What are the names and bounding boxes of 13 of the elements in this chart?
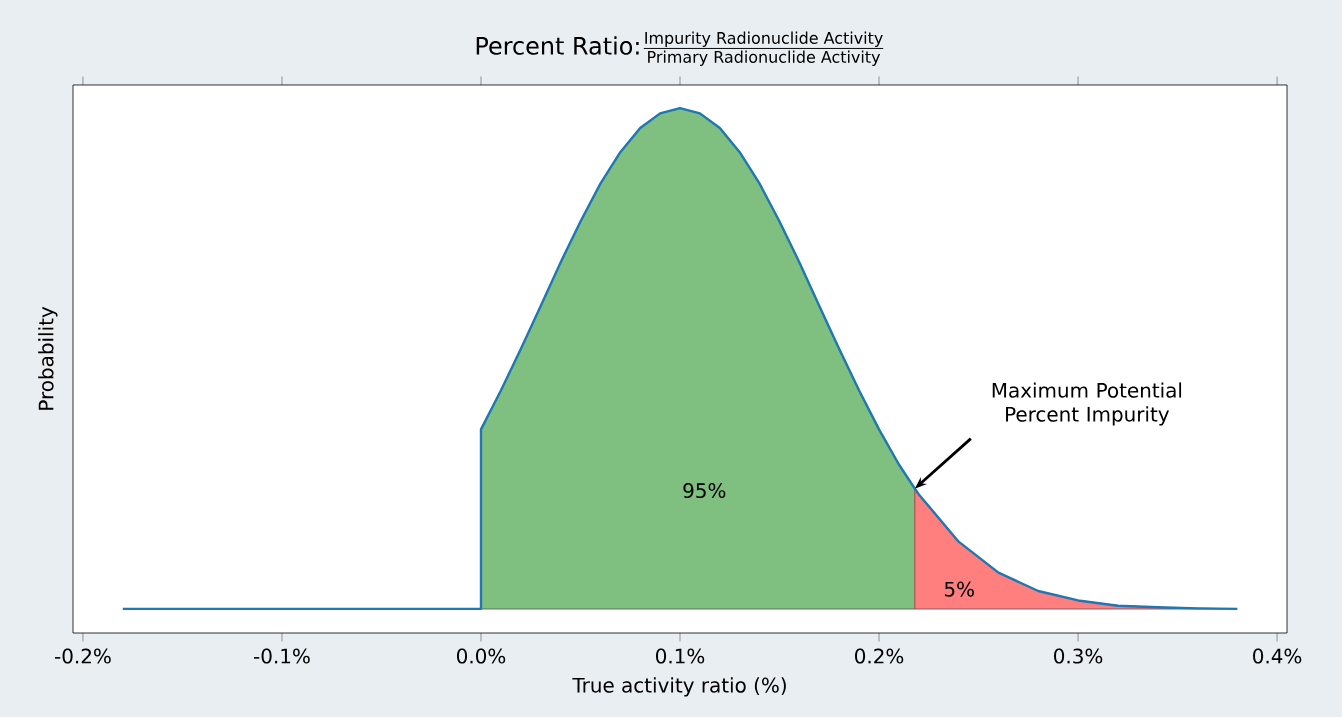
x-tick-label: 0.1%: [656, 648, 705, 664]
x-tick-label: 0.2%: [855, 648, 904, 664]
x-tick-label: -0.2%: [55, 648, 111, 664]
x-tick-label: 0.3%: [1054, 648, 1103, 664]
y-axis-title: Probability: [38, 306, 58, 410]
annotation: Maximum Potential Percent Impurity: [992, 382, 1182, 426]
x-axis-title: True activity ratio (%): [572, 677, 786, 697]
annotation: 95%: [683, 482, 726, 499]
x-tick-label: -0.1%: [254, 648, 310, 664]
annotation: 5%: [944, 581, 974, 597]
x-tick-label: 0.0%: [456, 648, 506, 664]
x-tick-label: 0.4%: [1253, 648, 1302, 664]
chart-title: $\text{Percent Ratio:}\frac{\text{Impurity Radionuclide Activity}}{\text{Primary Radionuclide Activity}}$: [476, 31, 884, 66]
